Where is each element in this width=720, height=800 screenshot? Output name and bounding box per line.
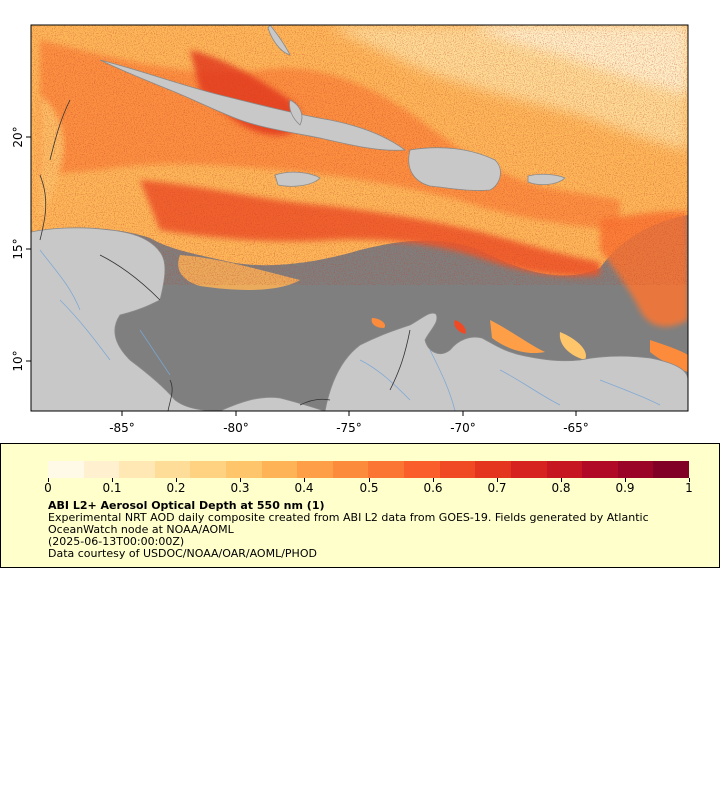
colorbar-swatch bbox=[617, 461, 654, 478]
legend-title: ABI L2+ Aerosol Optical Depth at 550 nm … bbox=[48, 499, 325, 512]
colorbar-swatch bbox=[510, 461, 547, 478]
lon-label: -75° bbox=[336, 421, 362, 435]
colorbar-tick bbox=[112, 478, 113, 482]
jamaica bbox=[274, 171, 321, 187]
colorbar-tick-label: 0 bbox=[44, 481, 52, 495]
lon-tick-labels: -85° -80° -75° -70° -65° bbox=[109, 421, 589, 435]
colorbar-swatch bbox=[83, 461, 120, 478]
legend-panel: 0 0.1 0.2 0.3 0.4 0.5 0.6 0.7 0.8 0.9 1 ABI L2+ Ae… bbox=[0, 443, 720, 568]
map-panel: -85° -80° -75° -70° -65° 10° 15° 20° bbox=[11, 24, 689, 435]
colorbar-ticks bbox=[48, 478, 690, 484]
colorbar-tick-label: 0.6 bbox=[423, 481, 443, 495]
hispaniola bbox=[408, 147, 501, 191]
colorbar-tick bbox=[240, 478, 241, 482]
legend-text: ABI L2+ Aerosol Optical Depth at 550 nm … bbox=[48, 500, 688, 560]
lat-label: 20° bbox=[11, 126, 25, 147]
colorbar-tick-labels: 0 0.1 0.2 0.3 0.4 0.5 0.6 0.7 0.8 0.9 1 bbox=[44, 481, 693, 497]
lat-tick-marks bbox=[26, 136, 31, 362]
colorbar-swatch bbox=[154, 461, 191, 478]
lon-tick-marks bbox=[121, 411, 577, 416]
colorbar-tick bbox=[304, 478, 305, 482]
colorbar-swatch bbox=[653, 461, 689, 478]
colorbar-tick-label: 0.1 bbox=[102, 481, 122, 495]
lat-tick-labels: 10° 15° 20° bbox=[11, 126, 25, 371]
colorbar-tick bbox=[561, 478, 562, 482]
south-america bbox=[324, 312, 688, 411]
lat-label: 10° bbox=[11, 350, 25, 371]
colorbar-swatch bbox=[119, 461, 155, 478]
aod-map: -85° -80° -75° -70° -65° 10° 15° 20° bbox=[11, 24, 689, 435]
lon-label: -80° bbox=[223, 421, 249, 435]
colorbar-tick-label: 0.2 bbox=[166, 481, 186, 495]
colorbar-swatch bbox=[190, 461, 227, 478]
lon-label: -65° bbox=[563, 421, 589, 435]
lon-label: -70° bbox=[450, 421, 476, 435]
colorbar-swatch bbox=[297, 461, 333, 478]
map-plot-area bbox=[31, 25, 688, 411]
colorbar-swatch bbox=[368, 461, 405, 478]
legend-date: (2025-06-13T00:00:00Z) bbox=[48, 535, 185, 548]
colorbar-swatch bbox=[332, 461, 369, 478]
colorbar-swatch bbox=[475, 461, 511, 478]
map-frame bbox=[30, 24, 689, 412]
colorbar-tick bbox=[48, 478, 49, 482]
lon-label: -85° bbox=[109, 421, 135, 435]
colorbar-swatch bbox=[404, 461, 440, 478]
land-masses bbox=[31, 25, 688, 411]
colorbar-swatch bbox=[48, 461, 84, 478]
colorbar-tick-label: 0.4 bbox=[294, 481, 314, 495]
colorbar bbox=[48, 461, 689, 478]
rivers bbox=[39, 249, 661, 411]
legend-description: Experimental NRT AOD daily composite cre… bbox=[48, 511, 649, 536]
colorbar-swatch bbox=[439, 461, 476, 478]
colorbar-tick bbox=[625, 478, 626, 482]
aod-field bbox=[31, 25, 688, 372]
central-america bbox=[31, 227, 221, 411]
colorbar-tick-label: 0.5 bbox=[359, 481, 379, 495]
panama bbox=[219, 396, 326, 411]
colorbar-tick bbox=[176, 478, 177, 482]
colorbar-tick bbox=[369, 478, 370, 482]
lat-label: 15° bbox=[11, 238, 25, 259]
cuba bbox=[99, 59, 407, 151]
colorbar-tick-label: 1 bbox=[685, 481, 693, 495]
colorbar-tick bbox=[433, 478, 434, 482]
colorbar-tick-label: 0.8 bbox=[551, 481, 571, 495]
colorbar-swatch bbox=[226, 461, 262, 478]
bahamas bbox=[267, 25, 291, 56]
colorbar-swatch bbox=[582, 461, 618, 478]
legend-credit: Data courtesy of USDOC/NOAA/OAR/AOML/PHO… bbox=[48, 547, 317, 560]
colorbar-swatch bbox=[261, 461, 298, 478]
colorbar-tick-label: 0.9 bbox=[615, 481, 635, 495]
colorbar-swatch bbox=[546, 461, 583, 478]
colorbar-tick bbox=[689, 478, 690, 482]
puerto-rico bbox=[527, 173, 566, 186]
colorbar-tick-label: 0.7 bbox=[487, 481, 507, 495]
country-borders bbox=[39, 99, 411, 411]
colorbar-tick-label: 0.3 bbox=[230, 481, 250, 495]
colorbar-tick bbox=[497, 478, 498, 482]
